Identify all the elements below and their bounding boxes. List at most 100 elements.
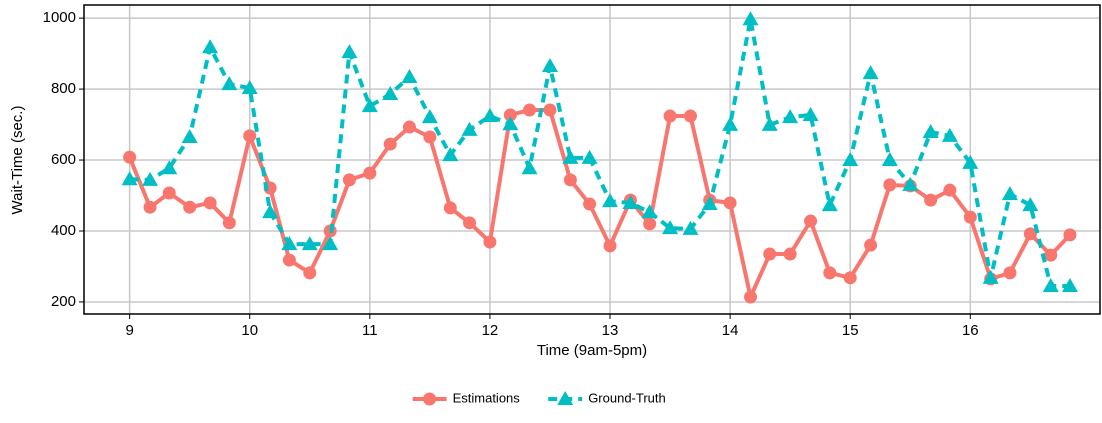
y-tick-label: 1000 xyxy=(43,9,76,26)
marker xyxy=(241,80,258,95)
marker xyxy=(804,214,818,228)
marker xyxy=(941,127,958,142)
marker xyxy=(461,121,478,136)
legend-label: Estimations xyxy=(453,390,521,405)
marker xyxy=(1042,277,1059,292)
legend-marker xyxy=(423,392,437,406)
marker xyxy=(943,183,957,197)
marker xyxy=(322,236,339,251)
marker xyxy=(842,152,859,167)
marker xyxy=(902,176,919,191)
marker xyxy=(1061,277,1078,292)
marker xyxy=(583,197,597,211)
marker xyxy=(143,200,157,214)
marker xyxy=(221,76,238,91)
marker xyxy=(581,149,598,164)
marker xyxy=(603,239,617,253)
marker xyxy=(562,149,579,164)
y-tick-label: 600 xyxy=(51,151,76,168)
marker xyxy=(481,108,498,123)
marker xyxy=(541,58,558,73)
marker xyxy=(361,98,378,113)
marker xyxy=(883,178,897,192)
marker xyxy=(181,128,198,143)
marker xyxy=(523,103,537,117)
x-tick-label: 15 xyxy=(842,322,859,339)
marker xyxy=(922,124,939,139)
marker xyxy=(924,193,938,207)
y-tick-label: 800 xyxy=(51,80,76,97)
series-line xyxy=(129,18,1070,288)
marker xyxy=(502,116,519,131)
marker xyxy=(203,196,217,210)
marker xyxy=(202,39,219,54)
marker xyxy=(982,269,999,284)
marker xyxy=(503,108,517,122)
marker xyxy=(843,271,857,285)
marker xyxy=(722,116,739,131)
x-tick-label: 10 xyxy=(241,322,258,339)
marker xyxy=(821,197,838,212)
marker xyxy=(463,216,477,230)
marker xyxy=(742,11,759,26)
marker xyxy=(262,204,279,219)
marker xyxy=(341,44,358,59)
marker xyxy=(563,173,577,187)
marker xyxy=(763,247,777,261)
marker xyxy=(443,201,457,215)
x-axis-label: Time (9am-5pm) xyxy=(537,342,647,359)
marker xyxy=(862,65,879,80)
marker xyxy=(382,86,399,101)
marker xyxy=(402,120,416,134)
marker xyxy=(222,216,236,230)
marker xyxy=(641,204,658,219)
marker xyxy=(243,129,257,143)
marker xyxy=(123,150,137,164)
marker xyxy=(683,109,697,123)
x-tick-label: 16 xyxy=(962,322,979,339)
marker xyxy=(282,253,296,267)
y-tick-label: 400 xyxy=(51,222,76,239)
marker xyxy=(643,217,657,231)
x-tick-label: 9 xyxy=(125,322,133,339)
marker xyxy=(962,154,979,169)
marker xyxy=(963,210,977,224)
marker xyxy=(1022,197,1039,212)
marker xyxy=(281,236,298,251)
marker xyxy=(622,194,639,209)
marker xyxy=(823,266,837,280)
marker xyxy=(1003,266,1017,280)
x-tick-label: 12 xyxy=(482,322,499,339)
marker xyxy=(521,160,538,175)
plot-frame xyxy=(83,4,1101,315)
marker xyxy=(682,220,699,235)
marker xyxy=(1023,227,1037,241)
marker xyxy=(121,171,138,186)
marker xyxy=(162,186,176,200)
marker xyxy=(383,137,397,151)
marker xyxy=(483,235,497,249)
x-tick-label: 14 xyxy=(722,322,739,339)
marker xyxy=(142,171,159,186)
marker xyxy=(301,236,318,251)
x-tick-label: 13 xyxy=(602,322,619,339)
marker xyxy=(782,109,799,124)
marker xyxy=(662,220,679,235)
marker xyxy=(183,200,197,214)
marker xyxy=(761,116,778,131)
marker xyxy=(423,130,437,144)
marker xyxy=(881,152,898,167)
marker xyxy=(723,196,737,210)
marker xyxy=(744,290,758,304)
marker xyxy=(363,166,377,180)
marker xyxy=(602,193,619,208)
marker xyxy=(401,69,418,84)
y-tick-label: 200 xyxy=(51,293,76,310)
marker xyxy=(161,160,178,175)
marker xyxy=(543,103,557,117)
marker xyxy=(802,106,819,121)
marker xyxy=(701,196,718,211)
marker xyxy=(303,266,317,280)
marker xyxy=(442,147,459,162)
